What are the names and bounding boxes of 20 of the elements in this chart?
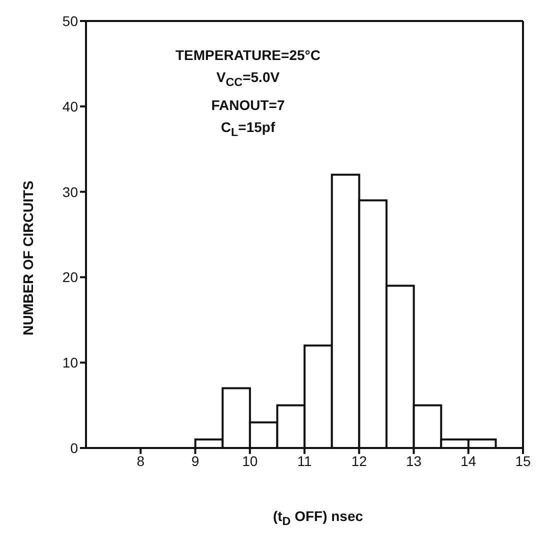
y-tick-label: 50 — [62, 12, 78, 29]
annotation: TEMPERATURE=25°C — [174, 46, 322, 65]
annotation: V$_{CC}$=5.0V — [215, 68, 281, 91]
y-tick-label: 0 — [70, 440, 78, 456]
annotation: FANOUT=7 — [210, 96, 286, 115]
x-tick-label: 9 — [191, 452, 200, 469]
x-tick-label: 10 — [242, 452, 258, 469]
x-axis-title: (t$_{D}$ OFF) nsec — [272, 508, 364, 528]
y-tick-label: 30 — [62, 184, 78, 200]
y-axis-title: NUMBER OF CIRCUITS — [20, 180, 36, 336]
annotation: C$_{L}$=15pf — [220, 118, 276, 141]
y-tick-label: 10 — [62, 354, 78, 371]
x-tick-label: 14 — [460, 452, 476, 469]
x-tick-label: 13 — [406, 452, 422, 469]
x-tick-label: 12 — [351, 452, 368, 469]
x-tick-label: 15 — [515, 452, 531, 469]
y-tick-label: 20 — [62, 269, 78, 286]
x-tick-label: 11 — [297, 452, 312, 469]
x-tick-label: 8 — [136, 452, 145, 469]
y-tick-label: 40 — [62, 98, 78, 114]
